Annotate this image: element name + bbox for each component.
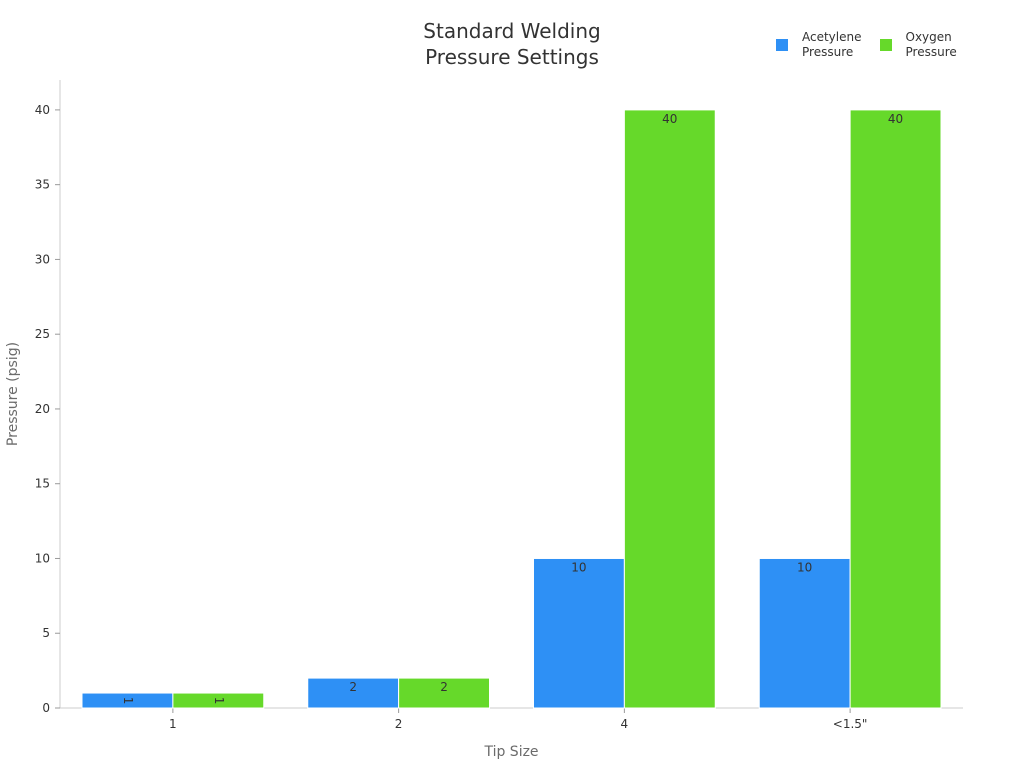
- bar-value-label: 40: [662, 112, 677, 126]
- legend-item-oxygen[interactable]: Oxygen Pressure: [879, 30, 957, 60]
- chart-title-line-1: Standard Welding: [423, 19, 601, 43]
- bar-value-label: 10: [571, 560, 586, 574]
- chart-title-line-2: Pressure Settings: [425, 45, 599, 69]
- bar-acetylene-3[interactable]: [758, 557, 851, 709]
- bar-oxygen-1[interactable]: [398, 677, 490, 709]
- x-tick-label: 4: [621, 717, 629, 731]
- y-tick-label: 10: [35, 551, 50, 565]
- bar-acetylene-1[interactable]: [307, 677, 400, 709]
- bar-oxygen-2[interactable]: [623, 109, 716, 709]
- y-tick-label: 15: [35, 477, 50, 491]
- legend-label-acetylene-line-2: Pressure: [802, 45, 854, 59]
- legend-label-oxygen-line-1: Oxygen: [905, 30, 952, 44]
- legend-swatch-oxygen: [879, 39, 892, 51]
- bar-value-label: 2: [440, 680, 448, 694]
- bar-oxygen-3[interactable]: [849, 109, 942, 709]
- bar-value-label: 1: [212, 697, 226, 705]
- x-tick-label: <1.5": [833, 717, 868, 731]
- y-tick-label: 25: [35, 327, 50, 341]
- legend-item-acetylene[interactable]: Acetylene Pressure: [776, 30, 862, 60]
- y-tick-label: 20: [35, 402, 50, 416]
- bar-value-label: 40: [888, 112, 903, 126]
- bar-oxygen-0[interactable]: [172, 692, 265, 709]
- bar-acetylene-2[interactable]: [533, 557, 625, 709]
- legend-label-oxygen: Oxygen Pressure: [906, 30, 957, 60]
- legend-label-acetylene-line-1: Acetylene: [802, 30, 862, 44]
- y-axis-label: Pressure (psig): [5, 342, 21, 446]
- y-tick-label: 5: [42, 626, 50, 640]
- x-tick-label: 1: [169, 717, 177, 731]
- bar-value-label: 1: [121, 697, 135, 705]
- y-tick-label: 35: [35, 178, 50, 192]
- chart-title: Standard Welding Pressure Settings: [0, 18, 1024, 70]
- legend-label-oxygen-line-2: Pressure: [905, 45, 957, 59]
- y-tick-label: 0: [42, 701, 50, 715]
- y-axis-ticks: 0 5 10 15 20 25 30 35 40: [35, 103, 60, 715]
- bar-labels: 1 1 2 2 10 40 10 40: [121, 112, 903, 704]
- x-axis-label: Tip Size: [483, 744, 538, 760]
- legend-swatch-acetylene: [776, 39, 788, 51]
- legend-label-acetylene: Acetylene Pressure: [802, 30, 862, 60]
- legend: Acetylene Pressure Oxygen Pressure: [776, 30, 957, 60]
- y-tick-label: 40: [35, 103, 50, 117]
- bar-value-label: 2: [349, 680, 357, 694]
- x-axis-ticks: 1 2 4 <1.5": [169, 708, 867, 731]
- x-tick-label: 2: [395, 717, 403, 731]
- bar-value-label: 10: [797, 560, 812, 574]
- y-tick-label: 30: [35, 252, 50, 266]
- bars: [81, 109, 942, 709]
